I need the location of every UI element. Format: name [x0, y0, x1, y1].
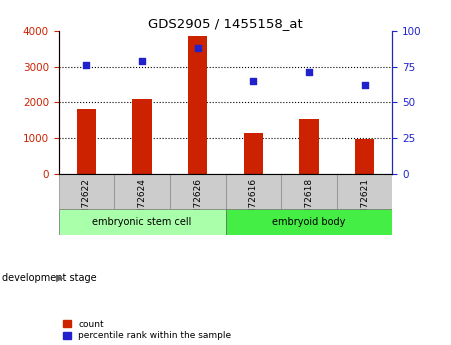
Text: GSM72626: GSM72626: [193, 178, 202, 227]
Legend: count, percentile rank within the sample: count, percentile rank within the sample: [63, 320, 232, 341]
Text: GSM72624: GSM72624: [138, 178, 147, 227]
Bar: [59, 174, 114, 209]
Text: embryoid body: embryoid body: [272, 217, 345, 227]
Point: [83, 62, 90, 68]
Bar: [299, 119, 319, 174]
Text: development stage: development stage: [2, 273, 97, 283]
Bar: [226, 174, 281, 209]
Text: GSM72616: GSM72616: [249, 178, 258, 227]
Bar: [188, 36, 207, 174]
Point: [361, 82, 368, 88]
Bar: [59, 209, 226, 235]
Text: GSM72618: GSM72618: [304, 178, 313, 227]
Point: [194, 46, 201, 51]
Bar: [337, 174, 392, 209]
Text: GSM72621: GSM72621: [360, 178, 369, 227]
Bar: [355, 139, 374, 174]
Text: GSM72622: GSM72622: [82, 178, 91, 227]
Text: embryonic stem cell: embryonic stem cell: [92, 217, 192, 227]
Bar: [77, 109, 96, 174]
Text: ▶: ▶: [56, 273, 64, 283]
Bar: [244, 133, 263, 174]
Bar: [281, 174, 337, 209]
Bar: [226, 209, 392, 235]
Point: [138, 58, 146, 64]
Bar: [114, 174, 170, 209]
Point: [250, 78, 257, 84]
Bar: [170, 174, 226, 209]
Point: [305, 70, 313, 75]
Bar: [132, 99, 152, 174]
Title: GDS2905 / 1455158_at: GDS2905 / 1455158_at: [148, 17, 303, 30]
